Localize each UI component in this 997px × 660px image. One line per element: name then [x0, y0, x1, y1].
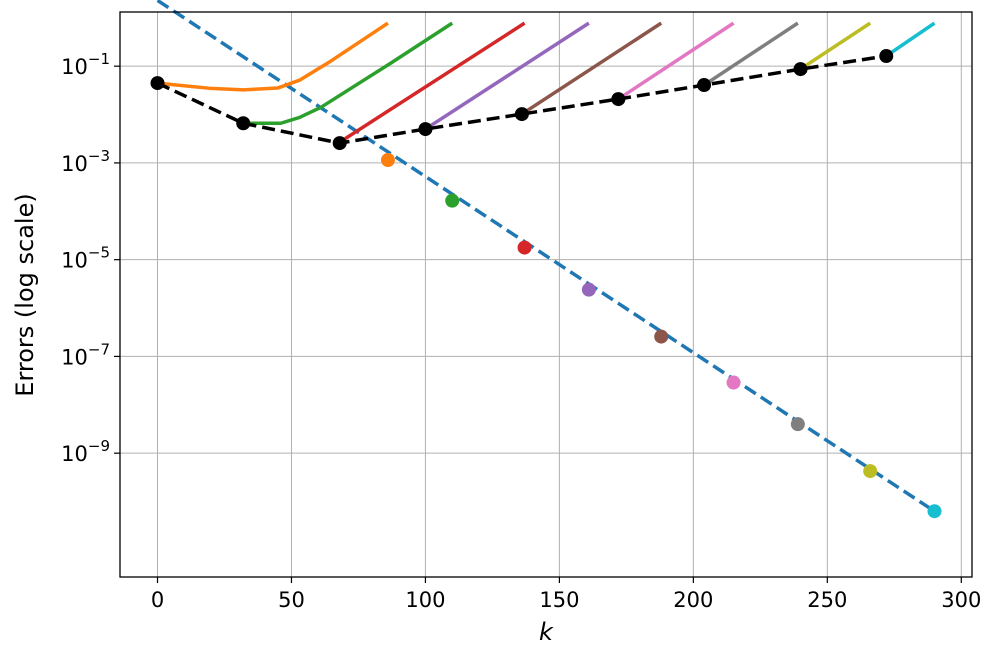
reference-point — [654, 329, 669, 344]
reference-point — [726, 375, 741, 390]
x-tick-label: 250 — [807, 588, 847, 612]
x-tick-label: 100 — [405, 588, 445, 612]
plot-frame — [119, 11, 973, 578]
reference-point — [927, 504, 942, 519]
marks — [150, 0, 942, 519]
y-axis-label: Errors (log scale) — [11, 193, 39, 396]
x-tick-label: 0 — [151, 588, 164, 612]
restart-point — [332, 136, 347, 151]
reference-line — [156, 0, 936, 513]
reference-point — [445, 193, 460, 208]
series-line — [344, 21, 526, 141]
restart-line — [156, 54, 887, 145]
series-line — [799, 21, 872, 71]
restart-point — [697, 78, 712, 93]
y-tick-label: 10−1 — [61, 50, 110, 79]
x-tick-label: 50 — [278, 588, 305, 612]
series-line — [703, 21, 799, 87]
series-line — [520, 21, 663, 116]
restart-point — [150, 76, 165, 91]
y-tick-label: 10−3 — [61, 147, 110, 176]
y-axis: 10−1 10−3 10−5 10−7 10−9 — [61, 50, 120, 466]
reference-point — [380, 153, 395, 168]
restart-point — [793, 62, 808, 77]
restart-point — [418, 122, 433, 137]
x-axis-label: k — [539, 618, 554, 646]
x-tick-label: 200 — [673, 588, 713, 612]
y-tick-label: 10−5 — [61, 244, 110, 273]
y-tick-label: 10−9 — [61, 437, 110, 466]
series-line — [424, 21, 590, 131]
x-axis: 0 50 100 150 200 250 300 — [151, 577, 981, 612]
x-tick-label: 150 — [539, 588, 579, 612]
restart-point — [514, 107, 529, 122]
series-line — [885, 21, 936, 58]
grid — [120, 12, 972, 577]
restart-point — [879, 49, 894, 64]
reference-point — [581, 282, 596, 297]
restart-point — [611, 92, 626, 107]
series-line — [157, 21, 389, 92]
reference-point — [517, 240, 532, 255]
x-tick-label: 300 — [941, 588, 981, 612]
series-line — [617, 21, 735, 101]
reference-point — [790, 417, 805, 432]
y-tick-label: 10−7 — [61, 340, 110, 369]
series-line — [243, 21, 454, 126]
reference-point — [863, 464, 878, 479]
restart-point — [236, 116, 251, 131]
